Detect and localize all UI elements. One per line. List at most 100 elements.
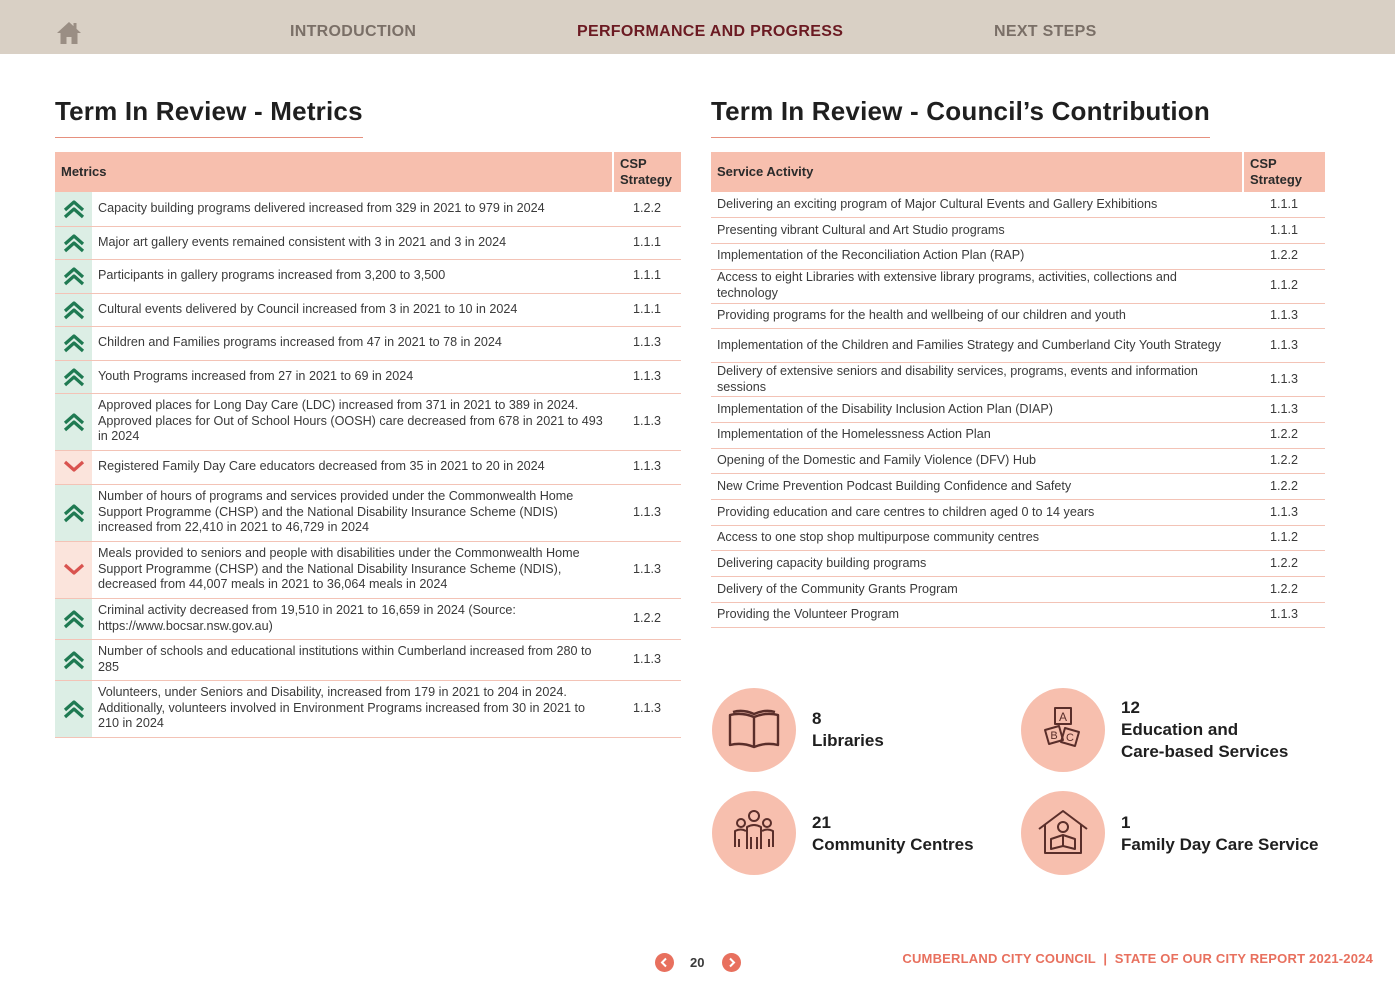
trend-cell xyxy=(55,450,92,485)
service-row: Access to eight Libraries with extensive… xyxy=(711,269,1325,304)
service-activity-text: Delivering capacity building programs xyxy=(711,550,1243,578)
chevron-right-icon[interactable] xyxy=(722,953,741,972)
chevron-down-icon xyxy=(63,460,84,472)
double-chevron-up-icon xyxy=(63,650,84,669)
metrics-row: Children and Families programs increased… xyxy=(55,326,681,361)
service-row: Implementation of the Reconciliation Act… xyxy=(711,243,1325,270)
service-activity-text: Implementation of the Disability Inclusi… xyxy=(711,396,1243,423)
csp-code: 1.1.1 xyxy=(613,293,681,327)
service-row: Access to one stop shop multipurpose com… xyxy=(711,525,1325,552)
service-row: Delivery of extensive seniors and disabi… xyxy=(711,362,1325,398)
service-activity-text: Delivery of the Community Grants Program xyxy=(711,576,1243,603)
metrics-row: Criminal activity decreased from 19,510 … xyxy=(55,598,681,640)
trend-cell xyxy=(55,226,92,260)
metric-text: Meals provided to seniors and people wit… xyxy=(92,541,613,599)
nav-performance-and-progress[interactable]: PERFORMANCE AND PROGRESS xyxy=(577,23,844,40)
family-group-icon xyxy=(712,791,796,875)
stat-number: 8 xyxy=(812,709,822,728)
metric-text: Youth Programs increased from 27 in 2021… xyxy=(92,360,613,394)
service-activity-text: New Crime Prevention Podcast Building Co… xyxy=(711,473,1243,500)
metric-text: Criminal activity decreased from 19,510 … xyxy=(92,598,613,640)
service-activity-text: Providing programs for the health and we… xyxy=(711,303,1243,330)
csp-code: 1.1.3 xyxy=(613,541,681,599)
csp-code: 1.2.2 xyxy=(1243,422,1325,449)
csp-code: 1.1.3 xyxy=(613,639,681,681)
service-row: Presenting vibrant Cultural and Art Stud… xyxy=(711,217,1325,244)
stat-label: Libraries xyxy=(812,731,884,750)
csp-code: 1.2.2 xyxy=(1243,576,1325,603)
csp-code: 1.2.2 xyxy=(613,192,681,227)
stat-label: Family Day Care Service xyxy=(1121,835,1319,854)
csp-code: 1.1.3 xyxy=(613,393,681,451)
service-activity-table: Service Activity CSP Strategy Delivering… xyxy=(711,152,1325,629)
trend-cell xyxy=(55,639,92,681)
service-activity-text: Access to one stop shop multipurpose com… xyxy=(711,525,1243,552)
contribution-title: Term In Review - Council’s Contribution xyxy=(711,96,1210,138)
csp-code: 1.1.3 xyxy=(613,484,681,542)
metrics-header: Metrics xyxy=(55,152,613,192)
metrics-row: Number of schools and educational instit… xyxy=(55,639,681,681)
chevron-down-icon xyxy=(63,563,84,575)
csp-code: 1.1.3 xyxy=(1243,328,1325,364)
metric-text: Number of hours of programs and services… xyxy=(92,484,613,542)
csp-code: 1.1.2 xyxy=(1243,525,1325,552)
service-row: Providing the Volunteer Program 1.1.3 xyxy=(711,602,1325,629)
service-activity-text: Providing the Volunteer Program xyxy=(711,602,1243,629)
service-activity-text: Providing education and care centres to … xyxy=(711,499,1243,526)
book-icon xyxy=(712,688,796,772)
metric-text: Major art gallery events remained consis… xyxy=(92,226,613,260)
csp-code: 1.1.3 xyxy=(613,450,681,485)
metrics-row: Major art gallery events remained consis… xyxy=(55,226,681,260)
metrics-row: Participants in gallery programs increas… xyxy=(55,259,681,294)
metric-text: Approved places for Long Day Care (LDC) … xyxy=(92,393,613,451)
metrics-title: Term In Review - Metrics xyxy=(55,96,363,138)
top-nav: INTRODUCTION PERFORMANCE AND PROGRESS NE… xyxy=(0,0,1395,54)
nav-introduction[interactable]: INTRODUCTION xyxy=(290,23,417,40)
home-icon[interactable] xyxy=(56,20,82,46)
metrics-row: Cultural events delivered by Council inc… xyxy=(55,293,681,327)
csp-code: 1.1.1 xyxy=(613,259,681,294)
page-number: 20 xyxy=(690,955,705,970)
trend-cell xyxy=(55,360,92,394)
metric-text: Registered Family Day Care educators dec… xyxy=(92,450,613,485)
service-activity-text: Delivering an exciting program of Major … xyxy=(711,192,1243,219)
service-row: Implementation of the Homelessness Actio… xyxy=(711,422,1325,449)
double-chevron-up-icon xyxy=(63,609,84,628)
service-row: Providing programs for the health and we… xyxy=(711,303,1325,330)
metrics-row: Meals provided to seniors and people wit… xyxy=(55,541,681,599)
csp-code: 1.2.2 xyxy=(1243,448,1325,475)
csp-code: 1.1.3 xyxy=(1243,362,1325,398)
metric-text: Volunteers, under Seniors and Disability… xyxy=(92,680,613,738)
double-chevron-up-icon xyxy=(63,200,84,218)
chevron-left-icon[interactable] xyxy=(655,953,674,972)
service-activity-text: Access to eight Libraries with extensive… xyxy=(711,269,1243,304)
metrics-header-row: Metrics CSP Strategy xyxy=(55,152,681,192)
metrics-row: Approved places for Long Day Care (LDC) … xyxy=(55,393,681,451)
trend-cell xyxy=(55,259,92,294)
trend-cell xyxy=(55,393,92,451)
svg-text:B: B xyxy=(1050,730,1057,742)
csp-code: 1.1.1 xyxy=(1243,217,1325,244)
svg-text:C: C xyxy=(1066,732,1074,744)
stat-label: Community Centres xyxy=(812,835,974,854)
service-activity-header: Service Activity xyxy=(711,152,1243,192)
trend-cell xyxy=(55,541,92,599)
service-row: New Crime Prevention Podcast Building Co… xyxy=(711,473,1325,500)
csp-code: 1.1.3 xyxy=(613,360,681,394)
csp-code: 1.2.2 xyxy=(613,598,681,640)
csp-code: 1.1.3 xyxy=(613,326,681,361)
stat-label-line2: Care-based Services xyxy=(1121,742,1289,761)
double-chevron-up-icon xyxy=(63,267,84,286)
report-footer-title: CUMBERLAND CITY COUNCIL | STATE OF OUR C… xyxy=(902,951,1373,966)
service-activity-text: Presenting vibrant Cultural and Art Stud… xyxy=(711,217,1243,244)
csp-code: 1.1.3 xyxy=(1243,303,1325,330)
service-row: Providing education and care centres to … xyxy=(711,499,1325,526)
pagination: 20 xyxy=(655,952,745,972)
family-day-care-house-icon xyxy=(1021,791,1105,875)
nav-next-steps[interactable]: NEXT STEPS xyxy=(994,23,1097,40)
csp-code: 1.1.3 xyxy=(1243,499,1325,526)
double-chevron-up-icon xyxy=(63,367,84,386)
service-activity-text: Opening of the Domestic and Family Viole… xyxy=(711,448,1243,475)
metric-text: Children and Families programs increased… xyxy=(92,326,613,361)
svg-text:A: A xyxy=(1059,710,1067,724)
